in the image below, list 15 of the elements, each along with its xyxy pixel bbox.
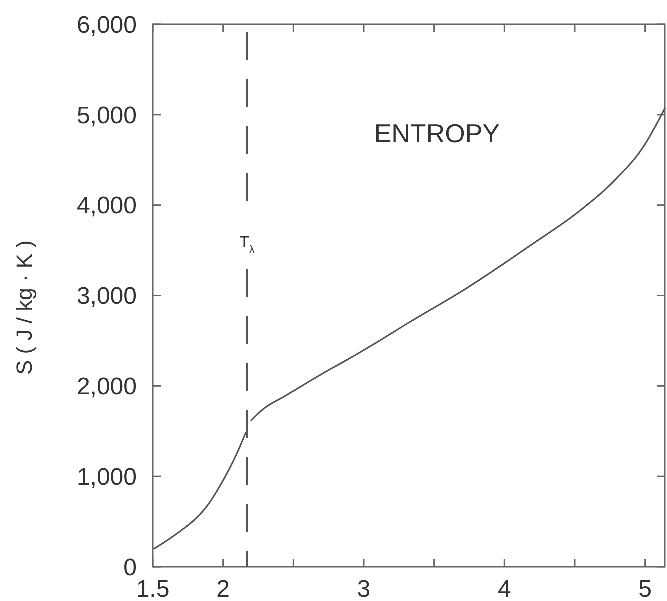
x-tick-label: 4 bbox=[498, 576, 512, 601]
y-tick-label: 6,000 bbox=[76, 12, 137, 39]
y-tick-label: 1,000 bbox=[76, 464, 137, 491]
text: ENTROPY bbox=[374, 118, 500, 148]
y-tick-label: 2,000 bbox=[76, 374, 137, 401]
y-tick-label: 3,000 bbox=[76, 283, 137, 310]
ref-line-label: T$_{λ}$ bbox=[240, 234, 256, 256]
x-tick-label: 2 bbox=[216, 576, 230, 601]
y-tick-label: 0 bbox=[124, 554, 137, 582]
y-tick-label: 4,000 bbox=[76, 192, 137, 220]
y-tick-label: 5,000 bbox=[76, 102, 137, 130]
x-tick-label: 1.5 bbox=[136, 576, 170, 601]
y-axis-title: S ( J / kg · K ) bbox=[12, 240, 37, 375]
x-tick-label: 3 bbox=[357, 576, 371, 601]
x-tick-label: 5 bbox=[638, 576, 652, 601]
